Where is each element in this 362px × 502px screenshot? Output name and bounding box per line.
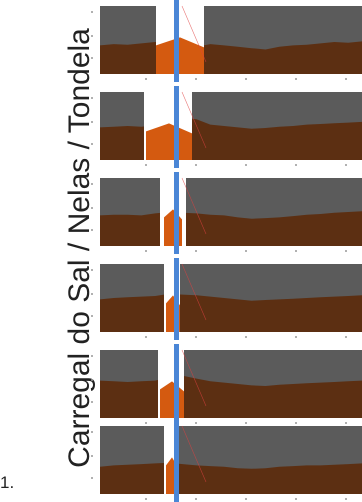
axis-tick <box>91 269 93 271</box>
position-marker <box>174 344 179 426</box>
axis-tick <box>345 78 347 80</box>
axis-tick <box>195 250 197 252</box>
axis-tick <box>145 164 147 166</box>
position-marker <box>174 172 179 254</box>
axis-tick <box>91 57 93 59</box>
profile-panel <box>86 0 362 82</box>
position-marker <box>174 258 179 340</box>
axis-tick <box>145 78 147 80</box>
axis-tick <box>195 78 197 80</box>
axis-tick <box>295 498 297 500</box>
profile-plot <box>91 86 362 168</box>
position-marker <box>174 420 179 502</box>
axis-tick <box>245 336 247 338</box>
profile-plot <box>91 344 362 426</box>
axis-tick <box>245 422 247 424</box>
axis-tick <box>295 422 297 424</box>
position-marker <box>174 0 179 82</box>
highlighted-terrain <box>156 37 204 74</box>
axis-tick <box>345 336 347 338</box>
axis-tick <box>91 183 93 185</box>
sight-line <box>181 177 207 235</box>
terrain-profile <box>100 211 362 246</box>
highlighted-terrain <box>146 123 192 160</box>
axis-tick <box>195 498 197 500</box>
axis-tick <box>245 164 247 166</box>
axis-tick <box>91 121 93 123</box>
profile-panel <box>86 258 362 340</box>
profile-panel <box>86 420 362 502</box>
profile-plot <box>91 258 362 340</box>
axis-tick <box>295 78 297 80</box>
sight-line <box>181 263 207 321</box>
list-number: 1. <box>0 473 15 492</box>
axis-tick <box>91 11 93 13</box>
profile-panel <box>86 344 362 426</box>
profile-panel <box>86 86 362 168</box>
axis-tick <box>245 250 247 252</box>
profile-plot <box>91 420 362 502</box>
terrain-profile <box>100 293 362 332</box>
axis-tick <box>91 315 93 317</box>
axis-tick <box>91 293 93 295</box>
axis-tick <box>345 422 347 424</box>
axis-tick <box>145 250 147 252</box>
axis-tick <box>91 229 93 231</box>
axis-tick <box>91 379 93 381</box>
sight-line <box>181 5 207 63</box>
axis-tick <box>91 207 93 209</box>
sight-line <box>181 349 207 407</box>
profile-panels <box>86 0 362 502</box>
axis-tick <box>145 498 147 500</box>
axis-tick <box>295 336 297 338</box>
axis-tick <box>245 498 247 500</box>
axis-tick <box>91 455 93 457</box>
axis-tick <box>345 164 347 166</box>
axis-tick <box>91 477 93 479</box>
axis-tick <box>145 336 147 338</box>
axis-tick <box>345 498 347 500</box>
axis-tick <box>295 164 297 166</box>
axis-tick <box>91 431 93 433</box>
axis-tick <box>195 336 197 338</box>
axis-tick <box>91 97 93 99</box>
axis-tick <box>145 422 147 424</box>
profile-plot <box>91 0 362 82</box>
profile-panel <box>86 172 362 254</box>
axis-tick <box>245 78 247 80</box>
axis-tick <box>91 355 93 357</box>
axis-tick <box>91 35 93 37</box>
axis-tick <box>345 250 347 252</box>
terrain-profile <box>100 41 362 74</box>
axis-tick <box>295 250 297 252</box>
axis-tick <box>195 164 197 166</box>
axis-tick <box>91 143 93 145</box>
sight-line <box>181 91 207 149</box>
axis-tick <box>195 422 197 424</box>
position-marker <box>174 86 179 168</box>
profile-plot <box>91 172 362 254</box>
sight-line <box>181 425 207 483</box>
axis-tick <box>91 401 93 403</box>
